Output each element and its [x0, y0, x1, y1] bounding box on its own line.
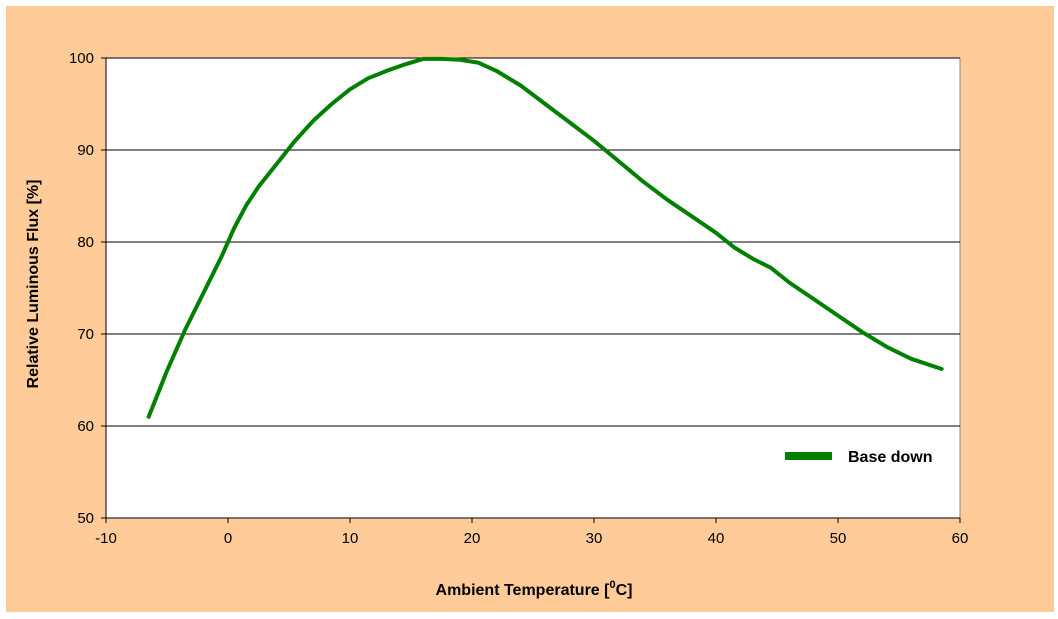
- plot-area: [105, 57, 961, 519]
- x-tick-label: -10: [95, 530, 117, 547]
- series-lines: [146, 56, 944, 419]
- chart-figure: 50 60 70 80 90 100 -10 0 10 20 30 40 50 60 Relative …: [6, 6, 1054, 612]
- y-tick-label: 100: [69, 50, 94, 67]
- x-tick-label: 30: [586, 530, 603, 547]
- legend-label: Base down: [848, 449, 932, 466]
- x-axis-title: Ambient Temperature [0C]: [436, 579, 633, 599]
- y-tick-labels: 50 60 70 80 90 100: [69, 50, 94, 527]
- x-tick-label: 40: [708, 530, 725, 547]
- x-tick-label: 60: [952, 530, 969, 547]
- y-tick-label: 70: [77, 326, 94, 343]
- line-chart: 50 60 70 80 90 100 -10 0 10 20 30 40 50 60 Relative …: [6, 6, 1054, 612]
- x-tick-label: 10: [342, 530, 359, 547]
- gridlines: [106, 57, 960, 427]
- x-axis-title-superscript: 0: [609, 579, 615, 591]
- y-axis-title: Relative Luminous Flux [%]: [25, 180, 42, 389]
- x-tick-label: 20: [464, 530, 481, 547]
- x-axis-title-unit: C]: [616, 582, 633, 599]
- y-tick-label: 90: [77, 142, 94, 159]
- y-tick-label: 80: [77, 234, 94, 251]
- axes: [101, 57, 961, 523]
- x-axis-title-main: Ambient Temperature [: [436, 582, 611, 599]
- x-tick-labels: -10 0 10 20 30 40 50 60: [95, 530, 968, 547]
- y-tick-label: 60: [77, 418, 94, 435]
- series-line-base-down: [146, 56, 944, 419]
- y-tick-label: 50: [77, 510, 94, 527]
- x-tick-label: 50: [830, 530, 847, 547]
- legend: Base down: [785, 449, 932, 466]
- x-tick-label: 0: [224, 530, 232, 547]
